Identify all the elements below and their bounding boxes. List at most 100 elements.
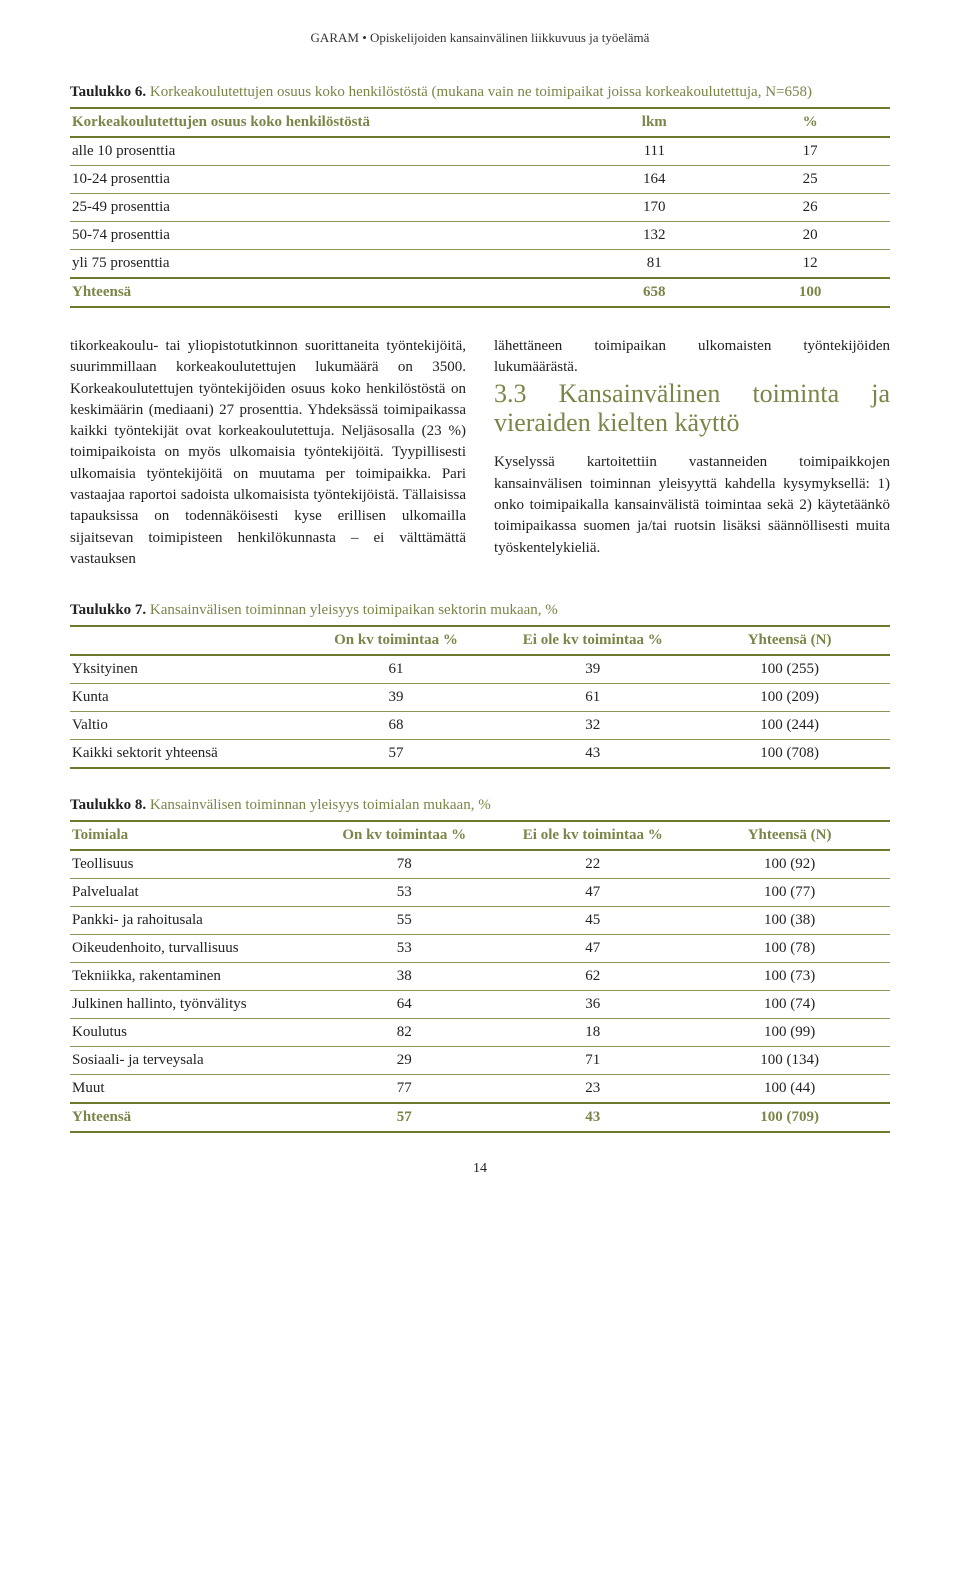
cell: 23 xyxy=(496,1075,693,1104)
cell: Yhteensä xyxy=(70,1103,316,1132)
table8-col-3: Yhteensä (N) xyxy=(693,821,890,850)
cell: 29 xyxy=(316,1047,496,1075)
cell: 39 xyxy=(300,684,497,712)
table6-caption-num: Taulukko 6. xyxy=(70,84,146,100)
cell: 45 xyxy=(496,907,693,935)
table-row: alle 10 prosenttia11117 xyxy=(70,137,890,166)
table6-caption: Taulukko 6. Korkeakoulutettujen osuus ko… xyxy=(70,84,890,101)
table-row: Valtio6832100 (244) xyxy=(70,712,890,740)
cell: 57 xyxy=(300,740,497,769)
cell: 57 xyxy=(316,1103,496,1132)
cell: 43 xyxy=(496,740,693,769)
table-row: Koulutus8218100 (99) xyxy=(70,1019,890,1047)
cell: 26 xyxy=(734,194,890,222)
cell: yli 75 prosenttia xyxy=(70,250,578,279)
cell: 50-74 prosenttia xyxy=(70,222,578,250)
table8-caption-num: Taulukko 8. xyxy=(70,797,146,813)
cell: 22 xyxy=(496,850,693,879)
cell: 100 (708) xyxy=(693,740,890,769)
table8: Toimiala On kv toimintaa % Ei ole kv toi… xyxy=(70,820,890,1133)
section-heading: 3.3 Kansainvälinen toiminta ja vieraiden… xyxy=(494,379,890,439)
cell: 10-24 prosenttia xyxy=(70,166,578,194)
cell: 32 xyxy=(496,712,693,740)
table7-caption-title: Kansainvälisen toiminnan yleisyys toimip… xyxy=(150,602,558,618)
table8-col-2: Ei ole kv toimintaa % xyxy=(496,821,693,850)
table6-header-row: Korkeakoulutettujen osuus koko henkilöst… xyxy=(70,108,890,137)
cell: 100 (255) xyxy=(693,655,890,684)
cell: 12 xyxy=(734,250,890,279)
cell: Kunta xyxy=(70,684,300,712)
cell: Yhteensä xyxy=(70,278,578,307)
table8-total-row: Yhteensä5743100 (709) xyxy=(70,1103,890,1132)
table-row: Palvelualat5347100 (77) xyxy=(70,879,890,907)
table8-caption: Taulukko 8. Kansainvälisen toiminnan yle… xyxy=(70,797,890,814)
cell: 100 (44) xyxy=(693,1075,890,1104)
cell: 36 xyxy=(496,991,693,1019)
cell: 20 xyxy=(734,222,890,250)
cell: 53 xyxy=(316,879,496,907)
cell: 47 xyxy=(496,879,693,907)
table7-caption: Taulukko 7. Kansainvälisen toiminnan yle… xyxy=(70,602,890,619)
cell: 55 xyxy=(316,907,496,935)
body-right-text: Kyselyssä kartoitettiin vastanneiden toi… xyxy=(494,454,890,555)
table8-header-row: Toimiala On kv toimintaa % Ei ole kv toi… xyxy=(70,821,890,850)
cell: 61 xyxy=(496,684,693,712)
table8-col-0: Toimiala xyxy=(70,821,316,850)
table6-col-2: % xyxy=(734,108,890,137)
table-row: Julkinen hallinto, työnvälitys6436100 (7… xyxy=(70,991,890,1019)
table-row: Yksityinen6139100 (255) xyxy=(70,655,890,684)
cell: 100 (74) xyxy=(693,991,890,1019)
page-number: 14 xyxy=(70,1161,890,1177)
cell: Koulutus xyxy=(70,1019,316,1047)
table7-col-0 xyxy=(70,626,300,655)
cell: 100 (73) xyxy=(693,963,890,991)
cell: 81 xyxy=(578,250,734,279)
table-row: Oikeudenhoito, turvallisuus5347100 (78) xyxy=(70,935,890,963)
table7-col-3: Yhteensä (N) xyxy=(693,626,890,655)
table-row: Tekniikka, rakentaminen3862100 (73) xyxy=(70,963,890,991)
cell: 25 xyxy=(734,166,890,194)
body-columns: tikorkeakoulu- tai yliopistotutkinnon su… xyxy=(70,336,890,570)
table-row: 25-49 prosenttia17026 xyxy=(70,194,890,222)
table6-col-1: lkm xyxy=(578,108,734,137)
cell: 62 xyxy=(496,963,693,991)
cell: 38 xyxy=(316,963,496,991)
table6: Korkeakoulutettujen osuus koko henkilöst… xyxy=(70,107,890,308)
body-right-column: lähettäneen toimipaikan ulkomaisten työn… xyxy=(494,336,890,570)
cell: 100 (209) xyxy=(693,684,890,712)
cell: 53 xyxy=(316,935,496,963)
cell: 100 (134) xyxy=(693,1047,890,1075)
cell: 25-49 prosenttia xyxy=(70,194,578,222)
running-head: GARAM • Opiskelijoiden kansainvälinen li… xyxy=(70,30,890,46)
cell: Julkinen hallinto, työnvälitys xyxy=(70,991,316,1019)
cell: 43 xyxy=(496,1103,693,1132)
table-row: 10-24 prosenttia16425 xyxy=(70,166,890,194)
table6-caption-title: Korkeakoulutettujen osuus koko henkilöst… xyxy=(150,84,812,100)
cell: Oikeudenhoito, turvallisuus xyxy=(70,935,316,963)
cell: 100 (78) xyxy=(693,935,890,963)
cell: Pankki- ja rahoitusala xyxy=(70,907,316,935)
cell: Tekniikka, rakentaminen xyxy=(70,963,316,991)
table7-caption-num: Taulukko 7. xyxy=(70,602,146,618)
cell: 68 xyxy=(300,712,497,740)
cell: 71 xyxy=(496,1047,693,1075)
table7: On kv toimintaa % Ei ole kv toimintaa % … xyxy=(70,625,890,769)
cell: Teollisuus xyxy=(70,850,316,879)
cell: 18 xyxy=(496,1019,693,1047)
cell: 47 xyxy=(496,935,693,963)
cell: 100 (92) xyxy=(693,850,890,879)
table-row: Kaikki sektorit yhteensä5743100 (708) xyxy=(70,740,890,769)
cell: 100 xyxy=(734,278,890,307)
cell: 170 xyxy=(578,194,734,222)
cell: 39 xyxy=(496,655,693,684)
cell: Palvelualat xyxy=(70,879,316,907)
table8-col-1: On kv toimintaa % xyxy=(316,821,496,850)
cell: 100 (709) xyxy=(693,1103,890,1132)
table-row: Teollisuus7822100 (92) xyxy=(70,850,890,879)
cell: 132 xyxy=(578,222,734,250)
cell: 100 (77) xyxy=(693,879,890,907)
table-row: Muut7723100 (44) xyxy=(70,1075,890,1104)
table7-col-1: On kv toimintaa % xyxy=(300,626,497,655)
cell: Kaikki sektorit yhteensä xyxy=(70,740,300,769)
table-row: Pankki- ja rahoitusala5545100 (38) xyxy=(70,907,890,935)
